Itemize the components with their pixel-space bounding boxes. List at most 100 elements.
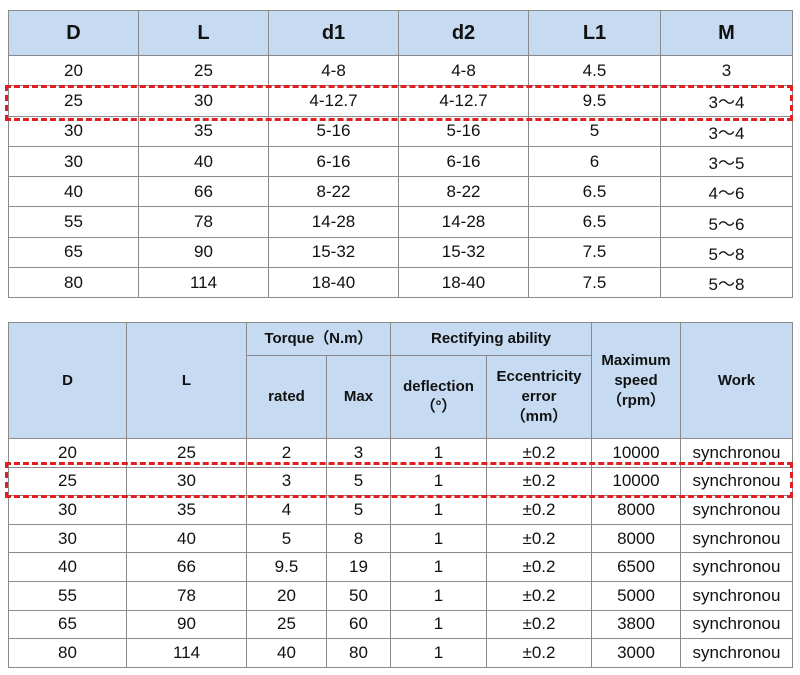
header-row: D L Torque（N.m） Rectifying ability Maximum s…: [8, 322, 793, 439]
cell: synchronou: [680, 466, 793, 497]
cell: 8000: [591, 495, 681, 525]
cell: 6500: [591, 552, 681, 582]
cell: 4-8: [268, 54, 399, 87]
cell: 3800: [591, 609, 681, 640]
cell: 6-16: [268, 145, 399, 178]
cell: 55: [8, 206, 139, 238]
cell: ±0.2: [486, 552, 592, 582]
cell: 7.5: [528, 267, 661, 299]
cell: 55: [8, 580, 127, 611]
header-cell: Work: [680, 322, 793, 439]
cell: 3000: [591, 638, 681, 668]
cell: 25: [8, 466, 127, 497]
cell: 30: [8, 495, 127, 525]
cell: 4-8: [398, 54, 529, 87]
cell: 90: [138, 236, 269, 269]
data-row: 30 35 4 5 1 ±0.2 8000 synchronou: [8, 495, 793, 525]
cell: 3～5: [660, 145, 793, 178]
cell: 10000: [591, 466, 681, 497]
cell: 78: [138, 206, 269, 238]
data-row: 30 40 6-16 6-16 6 3～5: [8, 145, 793, 178]
cell: 15-32: [398, 236, 529, 269]
cell: 18-40: [268, 267, 399, 299]
cell: synchronou: [680, 580, 793, 611]
header-cell: rated: [246, 355, 327, 439]
cell: 15-32: [268, 236, 399, 269]
header-cell: M: [660, 10, 793, 56]
cell: synchronou: [680, 495, 793, 525]
data-row: 65 90 15-32 15-32 7.5 5～8: [8, 236, 793, 269]
header-cell: d1: [268, 10, 399, 56]
header-cell: Rectifying ability: [390, 322, 592, 356]
cell: 19: [326, 552, 391, 582]
header-cell: Maximum speed （rpm）: [591, 322, 681, 439]
cell: 1: [390, 609, 487, 640]
cell: ±0.2: [486, 609, 592, 640]
header-cell: L: [126, 322, 247, 439]
cell: 65: [8, 236, 139, 269]
cell: 8-22: [398, 176, 529, 208]
cell: 5～8: [660, 267, 793, 299]
cell: 30: [8, 523, 127, 554]
cell: 90: [126, 609, 247, 640]
cell: 25: [138, 54, 269, 87]
cell: 66: [138, 176, 269, 208]
cell: synchronou: [680, 523, 793, 554]
data-row: 80 114 18-40 18-40 7.5 5～8: [8, 267, 793, 299]
cell: 65: [8, 609, 127, 640]
cell: 4: [246, 495, 327, 525]
cell: 6: [528, 145, 661, 178]
cell: 6.5: [528, 206, 661, 238]
cell: 30: [126, 466, 247, 497]
cell: 20: [246, 580, 327, 611]
cell: 4.5: [528, 54, 661, 87]
cell: 5: [326, 495, 391, 525]
cell: synchronou: [680, 638, 793, 668]
data-row: 55 78 14-28 14-28 6.5 5～6: [8, 206, 793, 238]
data-row: 65 90 25 60 1 ±0.2 3800 synchronou: [8, 609, 793, 640]
cell: ±0.2: [486, 495, 592, 525]
cell: 25: [8, 85, 139, 117]
header-cell: L: [138, 10, 269, 56]
cell: 66: [126, 552, 247, 582]
cell: 8-22: [268, 176, 399, 208]
cell: 40: [246, 638, 327, 668]
data-row: 80 114 40 80 1 ±0.2 3000 synchronou: [8, 638, 793, 668]
header-cell: L1: [528, 10, 661, 56]
cell: ±0.2: [486, 466, 592, 497]
cell: 5～6: [660, 206, 793, 238]
cell: 1: [390, 638, 487, 668]
cell: 30: [8, 145, 139, 178]
header-cell: D: [8, 322, 127, 439]
header-cell: Eccentricity error （mm）: [486, 355, 592, 439]
cell: synchronou: [680, 552, 793, 582]
cell: 20: [8, 54, 139, 87]
cell: 3: [660, 54, 793, 87]
cell: 80: [8, 638, 127, 668]
data-row: 30 40 5 8 1 ±0.2 8000 synchronou: [8, 523, 793, 554]
cell: 8000: [591, 523, 681, 554]
header-row: rated Max deflection （°） Eccentricity error…: [9, 355, 793, 439]
cell: 50: [326, 580, 391, 611]
data-row: 20 25 4-8 4-8 4.5 3: [8, 54, 793, 87]
cell: 40: [138, 145, 269, 178]
cell: ±0.2: [486, 523, 592, 554]
cell: 114: [126, 638, 247, 668]
cell: 5: [246, 523, 327, 554]
cell: 114: [138, 267, 269, 299]
cell: 1: [390, 523, 487, 554]
cell: 78: [126, 580, 247, 611]
cell: 1: [390, 552, 487, 582]
cell: 5: [326, 466, 391, 497]
cell: 1: [390, 495, 487, 525]
cell: 40: [8, 176, 139, 208]
cell: 4～6: [660, 176, 793, 208]
header-cell: Torque（N.m）: [246, 322, 391, 356]
cell: 6-16: [398, 145, 529, 178]
cell: 18-40: [398, 267, 529, 299]
cell: 35: [126, 495, 247, 525]
header-cell: D: [8, 10, 139, 56]
